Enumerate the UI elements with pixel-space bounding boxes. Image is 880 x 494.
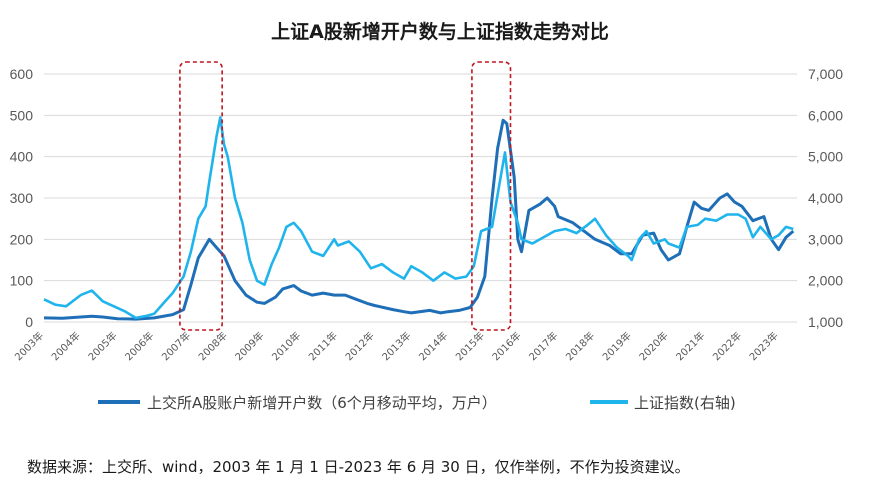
right-tick-label: 3,000 (808, 231, 843, 247)
x-tick-label: 2021年 (673, 329, 707, 363)
left-tick-label: 100 (10, 273, 34, 289)
left-tick-label: 0 (25, 314, 33, 330)
x-tick-label: 2011年 (306, 329, 340, 363)
left-tick-label: 300 (10, 190, 34, 206)
x-tick-label: 2010年 (269, 329, 303, 363)
x-tick-label: 2007年 (159, 329, 193, 363)
x-tick-label: 2003年 (12, 329, 46, 363)
left-tick-label: 400 (10, 149, 34, 165)
x-tick-label: 2014年 (416, 329, 450, 363)
series-line-account-openings (43, 118, 795, 321)
x-tick-label: 2020年 (636, 329, 670, 363)
series-line-sse-index (43, 116, 794, 320)
x-tick-label: 2019年 (600, 329, 634, 363)
legend: 上交所A股账户新增开户数（6个月移动平均，万户） 上证指数(右轴) (98, 394, 736, 412)
right-tick-label: 1,000 (808, 314, 843, 330)
highlight-box (471, 61, 512, 331)
x-tick-label: 2004年 (49, 329, 83, 363)
right-tick-label: 5,000 (808, 149, 843, 165)
x-tick-label: 2023年 (746, 329, 780, 363)
x-tick-label: 2015年 (453, 329, 487, 363)
x-tick-label: 2006年 (122, 329, 156, 363)
legend-label-account-openings: 上交所A股账户新增开户数（6个月移动平均，万户） (147, 394, 497, 412)
source-note: 数据来源：上交所、wind，2003 年 1 月 1 日-2023 年 6 月 … (27, 458, 690, 476)
left-y-axis: 0 100 200 300 400 500 600 (10, 66, 34, 330)
x-tick-label: 2005年 (85, 329, 119, 363)
right-y-axis: 1,000 2,000 3,000 4,000 5,000 6,000 7,000 (808, 66, 843, 330)
right-tick-label: 6,000 (808, 107, 843, 123)
left-tick-label: 200 (10, 231, 34, 247)
x-tick-label: 2017年 (526, 329, 560, 363)
legend-label-sse-index: 上证指数(右轴) (634, 394, 736, 412)
highlight-box (179, 61, 223, 331)
x-tick-label: 2013年 (379, 329, 413, 363)
grid-lines (44, 73, 797, 323)
right-tick-label: 7,000 (808, 66, 843, 82)
right-tick-label: 4,000 (808, 190, 843, 206)
chart-title: 上证A股新增开户数与上证指数走势对比 (271, 20, 609, 43)
highlight-boxes (179, 61, 512, 331)
left-tick-label: 600 (10, 66, 34, 82)
x-tick-label: 2016年 (489, 329, 523, 363)
left-tick-label: 500 (10, 107, 34, 123)
x-tick-label: 2009年 (232, 329, 266, 363)
x-tick-label: 2022年 (710, 329, 744, 363)
series-lines (43, 116, 795, 321)
x-tick-label: 2008年 (196, 329, 230, 363)
x-tick-label: 2012年 (342, 329, 376, 363)
x-axis: 2003年 2004年 2005年 2006年 2007年 2008年 2009年 2010年… (12, 329, 781, 363)
x-tick-label: 2018年 (563, 329, 597, 363)
right-tick-label: 2,000 (808, 273, 843, 289)
